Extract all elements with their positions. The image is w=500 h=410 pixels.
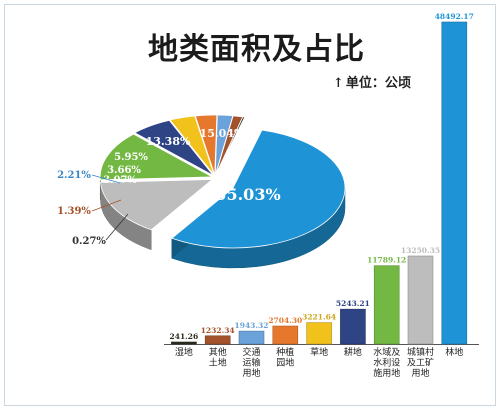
bar-transport (238, 330, 265, 345)
pie-label: 5.95% (114, 152, 148, 163)
bar-value-label: 5243.21 (336, 299, 370, 308)
bar-category-label: 土地 (209, 357, 227, 369)
pie-leader-line (91, 174, 121, 184)
pie-slice-wetland (215, 116, 246, 176)
pie-label: 2.21% (57, 170, 91, 181)
bar-category-label: 水利设 (373, 357, 400, 369)
bar-category-label: 林地 (445, 346, 463, 358)
bar-water (373, 265, 400, 345)
chart-title: 地类面积及占比 (148, 32, 365, 67)
bar-grass (306, 322, 332, 345)
pie-label: 13.38% (146, 135, 191, 148)
bar-category-label: 种植 (276, 346, 294, 358)
bar-category-label: 施用地 (373, 367, 400, 379)
bar-orchard (272, 325, 299, 345)
pie-tops (99, 114, 346, 249)
bar-value-label: 2704.30 (268, 316, 302, 325)
pie-slice-farmland (133, 119, 214, 176)
bar-category-label: 水域及 (373, 346, 400, 358)
unit-label: 单位：公顷 (345, 76, 411, 91)
bar-value-label: 1232.34 (201, 326, 235, 335)
pie-leader-line (91, 199, 122, 212)
bar-forest (441, 21, 468, 345)
bar-chart: 241.26湿地1232.34其他土地1943.32交通运输用地2704.30种… (164, 12, 479, 379)
bar-category-label: 草地 (310, 346, 328, 358)
bar-category-label: 湿地 (175, 346, 193, 358)
bar-value-label: 3221.64 (302, 313, 336, 322)
pie-leader-line (105, 213, 129, 241)
pie-label: 0.27% (72, 236, 106, 247)
bar-urban (407, 255, 434, 345)
bar-farmland (340, 308, 366, 345)
bar-value-label: 13250.35 (401, 246, 440, 255)
bar-category-label: 用地 (242, 367, 260, 379)
pie-label: 55.03% (215, 185, 280, 204)
pie-label: 15.04% (200, 127, 245, 140)
bar-value-label: 1943.32 (235, 321, 269, 330)
pie-label: 1.39% (57, 206, 91, 217)
up-arrow-icon: ↑ (333, 76, 344, 91)
bar-category-label: 及工矿 (407, 357, 434, 369)
bar-value-label: 241.26 (170, 332, 199, 341)
pie-slice-urban (100, 179, 214, 231)
pie-slice-forest (171, 129, 346, 249)
bar-category-label: 耕地 (344, 346, 362, 358)
pie-slice-orchard (194, 114, 218, 176)
pie-slice-grass (169, 115, 215, 176)
bar-category-label: 用地 (411, 367, 429, 379)
pie-label: 3.07% (103, 175, 137, 186)
bar-category-label: 园地 (276, 357, 294, 369)
pie-labels: 55.03% 15.04% 13.38% 5.95% 3.66%3.07% 2.21% 1.… (57, 127, 281, 247)
pie-label: 3.66% (107, 165, 141, 176)
unit-note: ↑ 单位：公顷 (333, 72, 411, 91)
bar-value-label: 48492.17 (435, 12, 474, 21)
bar-category-label: 交通 (242, 346, 260, 358)
bar-value-label: 11789.12 (367, 256, 406, 265)
bar-other (204, 335, 231, 345)
bar-category-label: 其他 (209, 346, 227, 358)
bar-wetland (171, 341, 197, 345)
bar-category-label: 运输 (242, 357, 260, 369)
bar-category-label: 城镇村 (407, 346, 434, 358)
